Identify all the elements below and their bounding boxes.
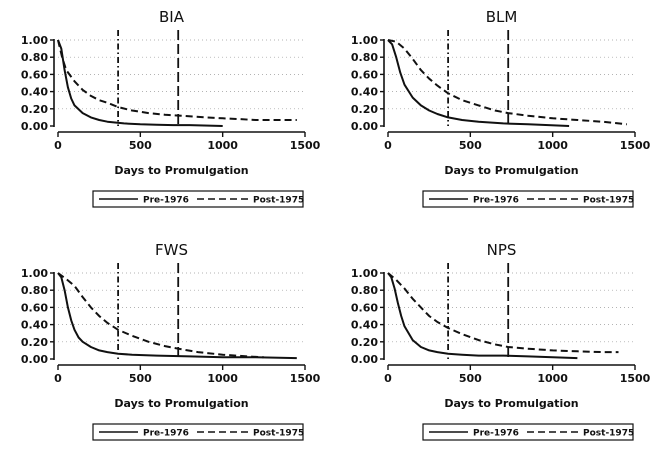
legend-box bbox=[422, 190, 634, 208]
legend-box bbox=[92, 423, 304, 441]
x-axis-label: Days to Promulgation bbox=[114, 397, 248, 410]
legend-box bbox=[422, 423, 634, 441]
x-tick-label: 0 bbox=[384, 372, 392, 385]
y-tick-label: 0.60 bbox=[21, 68, 48, 81]
x-tick-label: 1000 bbox=[207, 139, 238, 152]
x-tick-label: 0 bbox=[54, 372, 62, 385]
legend: Pre-1976 Post-1975 bbox=[92, 423, 304, 441]
legend-label-pre-1976: Pre-1976 bbox=[473, 429, 519, 439]
y-tick-label: 0.40 bbox=[351, 86, 378, 99]
series-line-post-1975 bbox=[57, 39, 297, 121]
legend-label-post-1975: Post-1975 bbox=[253, 429, 304, 439]
x-axis-label: Days to Promulgation bbox=[444, 397, 578, 410]
series-line-post-1975 bbox=[387, 272, 619, 354]
legend: Pre-1976 Post-1975 bbox=[422, 190, 634, 208]
panel-title: FWS bbox=[155, 241, 188, 259]
chart-panel-bia: BIA 0.00 0.20 0.40 0.60 0.80 1.00 0 500 1000 1500 D… bbox=[21, 8, 321, 208]
legend-label-pre-1976: Pre-1976 bbox=[473, 196, 519, 206]
y-tick-label: 0.20 bbox=[21, 336, 48, 349]
chart-panel-blm: BLM 0.00 0.20 0.40 0.60 0.80 1.00 0 500 1000 1500 D… bbox=[351, 8, 651, 208]
x-tick-label: 1000 bbox=[537, 372, 568, 385]
series-line-pre-1976 bbox=[57, 272, 297, 360]
x-tick-label: 500 bbox=[129, 372, 152, 385]
y-tick-label: 0.60 bbox=[351, 301, 378, 314]
series-line-pre-1976 bbox=[387, 272, 578, 360]
panel-title: BIA bbox=[159, 8, 185, 26]
series-line-post-1975 bbox=[57, 272, 264, 359]
x-tick-label: 1500 bbox=[290, 372, 321, 385]
y-tick-label: 0.60 bbox=[351, 68, 378, 81]
x-axis-label: Days to Promulgation bbox=[114, 164, 248, 177]
x-tick-label: 500 bbox=[459, 139, 482, 152]
x-tick-label: 0 bbox=[384, 139, 392, 152]
y-tick-label: 0.80 bbox=[21, 284, 48, 297]
y-tick-label: 0.40 bbox=[21, 86, 48, 99]
legend: Pre-1976 Post-1975 bbox=[422, 423, 634, 441]
y-tick-label: 0.20 bbox=[21, 103, 48, 116]
y-tick-label: 0.80 bbox=[351, 284, 378, 297]
y-tick-label: 1.00 bbox=[351, 267, 378, 280]
x-tick-label: 0 bbox=[54, 139, 62, 152]
x-tick-label: 1500 bbox=[620, 139, 651, 152]
y-tick-label: 0.40 bbox=[351, 319, 378, 332]
y-tick-label: 1.00 bbox=[21, 267, 48, 280]
y-tick-label: 0.00 bbox=[351, 353, 378, 366]
y-tick-label: 0.20 bbox=[351, 336, 378, 349]
y-tick-label: 0.40 bbox=[21, 319, 48, 332]
x-tick-label: 500 bbox=[459, 372, 482, 385]
chart-panel-fws: FWS 0.00 0.20 0.40 0.60 0.80 1.00 0 500 1000 1500 D… bbox=[21, 241, 321, 441]
y-tick-label: 0.00 bbox=[351, 120, 378, 133]
legend-label-pre-1976: Pre-1976 bbox=[143, 429, 189, 439]
y-tick-label: 0.00 bbox=[21, 120, 48, 133]
y-tick-label: 0.00 bbox=[21, 353, 48, 366]
x-tick-label: 500 bbox=[129, 139, 152, 152]
legend: Pre-1976 Post-1975 bbox=[92, 190, 304, 208]
x-tick-label: 1500 bbox=[290, 139, 321, 152]
y-tick-label: 1.00 bbox=[21, 34, 48, 47]
panel-title: BLM bbox=[486, 8, 518, 26]
legend-label-post-1975: Post-1975 bbox=[583, 429, 634, 439]
y-tick-label: 0.20 bbox=[351, 103, 378, 116]
series-line-pre-1976 bbox=[57, 39, 223, 127]
y-tick-label: 0.60 bbox=[21, 301, 48, 314]
legend-box bbox=[92, 190, 304, 208]
legend-label-post-1975: Post-1975 bbox=[253, 196, 304, 206]
y-tick-label: 1.00 bbox=[351, 34, 378, 47]
y-tick-label: 0.80 bbox=[21, 51, 48, 64]
chart-panel-nps: NPS 0.00 0.20 0.40 0.60 0.80 1.00 0 500 1000 1500 D… bbox=[351, 241, 651, 441]
x-tick-label: 1500 bbox=[620, 372, 651, 385]
legend-label-pre-1976: Pre-1976 bbox=[143, 196, 189, 206]
legend-label-post-1975: Post-1975 bbox=[583, 196, 634, 206]
panel-title: NPS bbox=[487, 241, 517, 259]
x-tick-label: 1000 bbox=[207, 372, 238, 385]
x-axis-label: Days to Promulgation bbox=[444, 164, 578, 177]
y-tick-label: 0.80 bbox=[351, 51, 378, 64]
series-line-pre-1976 bbox=[387, 39, 570, 127]
x-tick-label: 1000 bbox=[537, 139, 568, 152]
